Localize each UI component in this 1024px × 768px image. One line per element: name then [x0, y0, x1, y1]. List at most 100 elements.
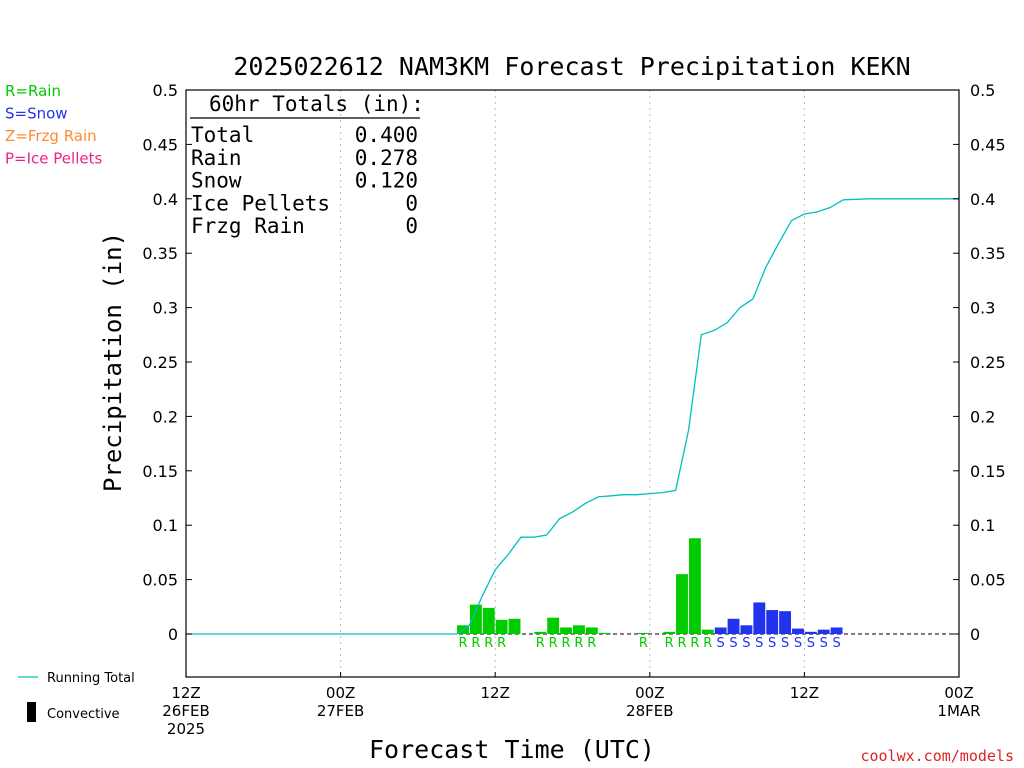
bar-hour-30 [560, 627, 572, 634]
y-tick-label-right: 0.35 [970, 244, 1006, 263]
bar-hour-51 [830, 627, 843, 634]
bar-hour-50 [817, 629, 830, 634]
totals-label-3: Ice Pellets [191, 191, 330, 215]
y-tick-label-right: 0.3 [970, 299, 995, 318]
type-marker-29: R [549, 636, 558, 651]
type-marker-38: R [665, 636, 674, 651]
x-tick-label: 27FEB [317, 702, 364, 720]
type-marker-28: R [536, 636, 545, 651]
totals-value-2: 0.120 [355, 169, 418, 193]
credit-text: coolwx.com/models [860, 747, 1014, 765]
y-tick-label-left: 0.35 [142, 244, 178, 263]
type-marker-47: S [781, 636, 789, 651]
type-marker-22: R [458, 636, 467, 651]
bar-hour-44 [740, 625, 753, 634]
bar-hour-41 [701, 629, 714, 634]
x-axis-label: Forecast Time (UTC) [369, 735, 655, 764]
type-legend-item: P=Ice Pellets [5, 150, 102, 168]
plot-frame [185, 89, 960, 678]
bar-hour-49 [804, 631, 817, 634]
totals-value-3: 0 [405, 191, 418, 215]
y-tick-label-left: 0.5 [153, 81, 178, 100]
series-legend-label: Running Total [47, 671, 135, 686]
type-marker-48: S [794, 636, 802, 651]
type-marker-25: R [497, 636, 506, 651]
y-tick-label-right: 0.1 [970, 516, 995, 535]
type-marker-41: R [703, 636, 712, 651]
x-tick-label: 12Z [481, 684, 510, 702]
y-tick-label-left: 0.4 [153, 190, 178, 209]
type-marker-30: R [562, 636, 571, 651]
y-tick-label-right: 0.45 [970, 135, 1006, 154]
type-marker-44: S [742, 636, 750, 651]
x-tick-label: 00Z [635, 684, 664, 702]
series-legend-label: Convective [47, 707, 120, 722]
bar-hour-46 [766, 610, 779, 634]
type-marker-46: S [768, 636, 776, 651]
chart-title: 2025022612 NAM3KM Forecast Precipitation… [233, 52, 910, 81]
totals-heading: 60hr Totals (in): [209, 92, 424, 116]
bar-hour-26 [508, 618, 521, 634]
y-tick-label-left: 0.15 [142, 462, 178, 481]
x-tick-label: 2025 [167, 720, 205, 738]
y-tick-label-left: 0.3 [153, 299, 178, 318]
type-marker-36: R [639, 636, 648, 651]
bar-hour-23 [469, 604, 482, 634]
bar-hour-48 [792, 628, 804, 634]
type-marker-42: S [717, 636, 725, 651]
vertical-grid [340, 90, 805, 677]
y-axis-right: 0 0.05 0.1 0.15 0.2 0.25 0.3 0.35 0.4 0.45 0.5 [953, 81, 1006, 644]
totals-label-1: Rain [191, 146, 242, 170]
y-tick-label-right: 0.05 [970, 571, 1006, 590]
bar-hour-24 [482, 607, 495, 634]
type-legend-item: S=Snow [5, 105, 68, 123]
hourly-bars [457, 538, 843, 634]
type-marker-49: S [807, 636, 815, 651]
y-tick-label-left: 0.45 [142, 135, 178, 154]
bar-hour-43 [727, 618, 740, 634]
x-tick-label: 12Z [790, 684, 819, 702]
legend-bar-swatch [27, 702, 36, 722]
precip-type-legend: R=Rain S=Snow Z=Frzg Rain P=Ice Pellets [5, 82, 102, 168]
type-marker-43: S [729, 636, 737, 651]
bar-hour-32 [585, 627, 598, 634]
bar-hour-40 [688, 538, 701, 634]
y-axis-label: Precipitation (in) [99, 232, 127, 492]
type-marker-24: R [484, 636, 493, 651]
totals-label-0: Total [191, 123, 254, 147]
y-tick-label-right: 0.4 [970, 190, 995, 209]
x-tick-label: 26FEB [162, 702, 209, 720]
y-axis-left: 0 0.05 0.1 0.15 0.2 0.25 0.3 0.35 0.4 0.45 0.5 [142, 81, 192, 644]
bar-hour-39 [676, 574, 688, 634]
type-marker-31: R [574, 636, 583, 651]
bar-hour-47 [779, 611, 792, 634]
series-legend: Running Total Convective [18, 671, 135, 722]
type-legend-item: Z=Frzg Rain [5, 127, 97, 145]
bar-hour-36 [637, 632, 650, 634]
type-marker-23: R [471, 636, 480, 651]
bar-hour-38 [663, 631, 676, 634]
x-tick-label: 00Z [326, 684, 355, 702]
totals-label-4: Frzg Rain [191, 214, 305, 238]
type-marker-39: R [677, 636, 686, 651]
y-tick-label-right: 0 [970, 625, 980, 644]
bar-hour-25 [495, 619, 508, 634]
type-marker-32: R [587, 636, 596, 651]
y-tick-label-left: 0.2 [153, 407, 178, 426]
y-tick-label-right: 0.25 [970, 353, 1006, 372]
bar-hour-33 [598, 632, 611, 634]
x-tick-label: 1MAR [937, 702, 980, 720]
bar-hour-42 [714, 627, 727, 634]
type-marker-50: S [820, 636, 828, 651]
y-tick-label-right: 0.15 [970, 462, 1006, 481]
y-tick-label-right: 0.5 [970, 81, 995, 100]
bar-hour-45 [753, 602, 766, 634]
type-marker-51: S [832, 636, 840, 651]
bar-hour-29 [547, 617, 560, 634]
type-marker-40: R [690, 636, 699, 651]
x-tick-label: 00Z [944, 684, 973, 702]
totals-value-4: 0 [405, 214, 418, 238]
